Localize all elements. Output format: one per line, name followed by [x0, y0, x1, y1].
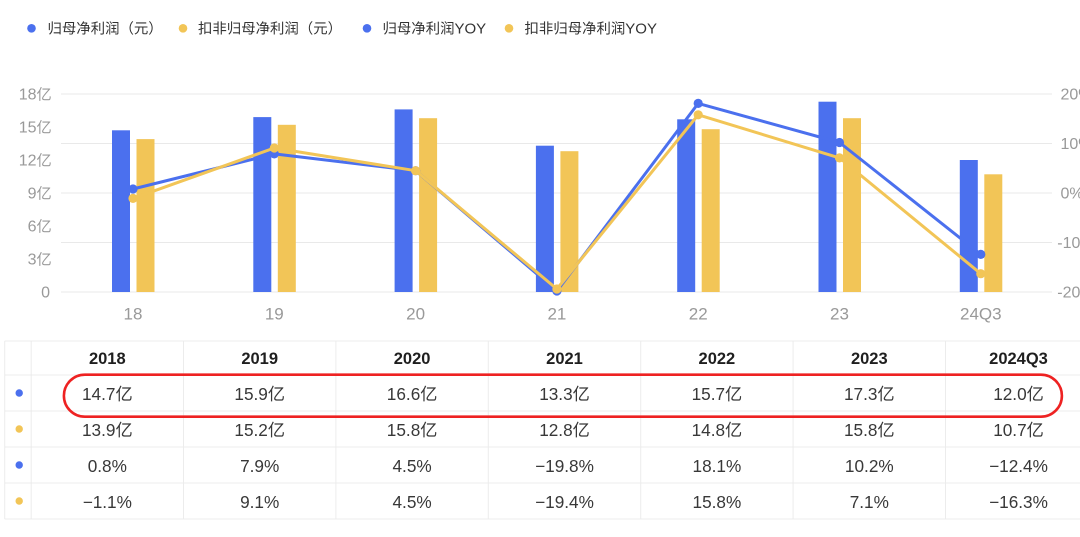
svg-text:9.1%: 9.1%: [240, 492, 279, 512]
svg-text:24Q3: 24Q3: [960, 305, 1002, 324]
svg-text:2020: 2020: [394, 350, 431, 368]
svg-text:21: 21: [547, 305, 566, 324]
svg-text:17.3: 17.3: [844, 384, 877, 404]
svg-text:−16.3%: −16.3%: [989, 492, 1048, 512]
svg-text:3: 3: [28, 252, 37, 269]
svg-text:10.7: 10.7: [993, 420, 1026, 440]
svg-text:20%: 20%: [1061, 87, 1080, 104]
svg-text:9: 9: [28, 186, 37, 203]
svg-text:4.5%: 4.5%: [393, 456, 432, 476]
svg-text:23: 23: [830, 305, 849, 324]
svg-text:15.8: 15.8: [844, 420, 877, 440]
svg-text:18: 18: [19, 87, 37, 104]
svg-text:13.3: 13.3: [539, 384, 572, 404]
svg-text:19: 19: [265, 305, 284, 324]
svg-text:7.1%: 7.1%: [850, 492, 889, 512]
svg-text:2019: 2019: [241, 350, 278, 368]
svg-text:15.7: 15.7: [692, 384, 725, 404]
svg-text:YOY: YOY: [455, 20, 487, 37]
svg-text:2022: 2022: [699, 350, 736, 368]
svg-text:12.8: 12.8: [539, 420, 572, 440]
svg-text:15.9: 15.9: [234, 384, 267, 404]
svg-text:2023: 2023: [851, 350, 888, 368]
svg-text:20: 20: [406, 305, 425, 324]
svg-text:−19.8%: −19.8%: [535, 456, 594, 476]
svg-text:10.2%: 10.2%: [845, 456, 894, 476]
svg-text:6: 6: [28, 219, 37, 236]
svg-text:0: 0: [41, 285, 50, 302]
svg-text:15.2: 15.2: [234, 420, 267, 440]
svg-text:2018: 2018: [89, 350, 126, 368]
svg-text:-20%: -20%: [1057, 285, 1080, 302]
svg-text:−1.1%: −1.1%: [83, 492, 132, 512]
svg-text:0%: 0%: [1061, 186, 1080, 203]
svg-text:−19.4%: −19.4%: [535, 492, 594, 512]
svg-text:−12.4%: −12.4%: [989, 456, 1048, 476]
svg-text:4.5%: 4.5%: [393, 492, 432, 512]
svg-text:-10%: -10%: [1057, 235, 1080, 252]
svg-text:15.8: 15.8: [387, 420, 420, 440]
svg-text:12.0: 12.0: [993, 384, 1026, 404]
svg-text:14.7: 14.7: [82, 384, 115, 404]
svg-text:18: 18: [124, 305, 143, 324]
svg-text:2024Q3: 2024Q3: [989, 350, 1048, 368]
svg-text:0.8%: 0.8%: [88, 456, 127, 476]
svg-text:22: 22: [689, 305, 708, 324]
svg-text:13.9: 13.9: [82, 420, 115, 440]
svg-text:18.1%: 18.1%: [693, 456, 742, 476]
svg-text:2021: 2021: [546, 350, 583, 368]
svg-text:12: 12: [19, 153, 37, 170]
svg-text:15: 15: [19, 120, 37, 137]
svg-text:7.9%: 7.9%: [240, 456, 279, 476]
svg-text:10%: 10%: [1061, 136, 1080, 153]
svg-text:YOY: YOY: [625, 20, 657, 37]
svg-text:16.6: 16.6: [387, 384, 420, 404]
svg-text:15.8%: 15.8%: [693, 492, 742, 512]
svg-text:14.8: 14.8: [692, 420, 725, 440]
